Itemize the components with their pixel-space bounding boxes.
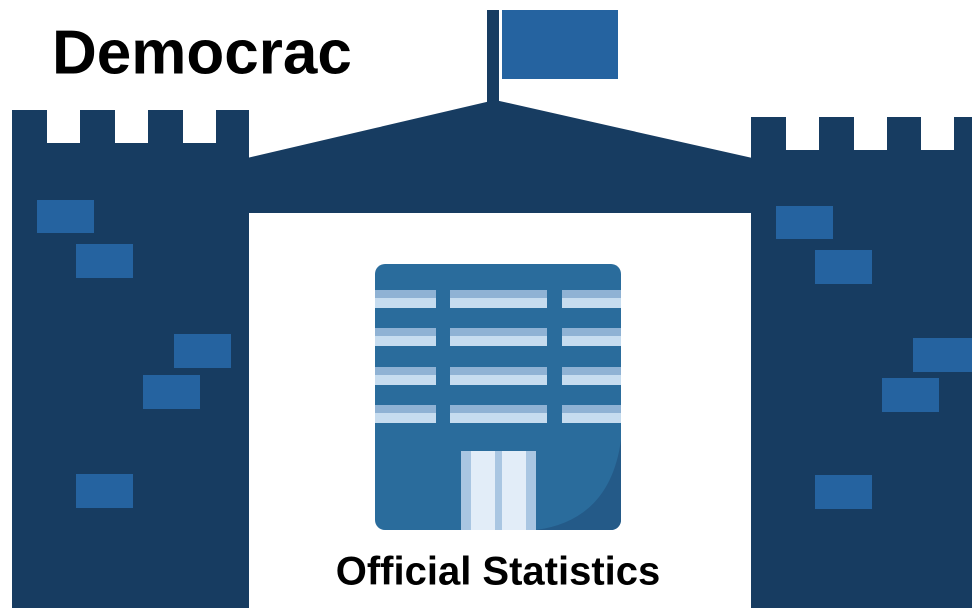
left-tower <box>12 108 249 608</box>
flag <box>502 10 618 79</box>
right-tower <box>751 115 972 608</box>
caption: Official Statistics <box>336 550 661 594</box>
roof <box>230 100 770 162</box>
roof-band <box>230 160 770 213</box>
flag-pole <box>487 10 499 102</box>
title: Democrac <box>52 18 352 87</box>
building-icon <box>375 264 621 530</box>
illustration: Democrac Official Statistics <box>0 0 972 608</box>
